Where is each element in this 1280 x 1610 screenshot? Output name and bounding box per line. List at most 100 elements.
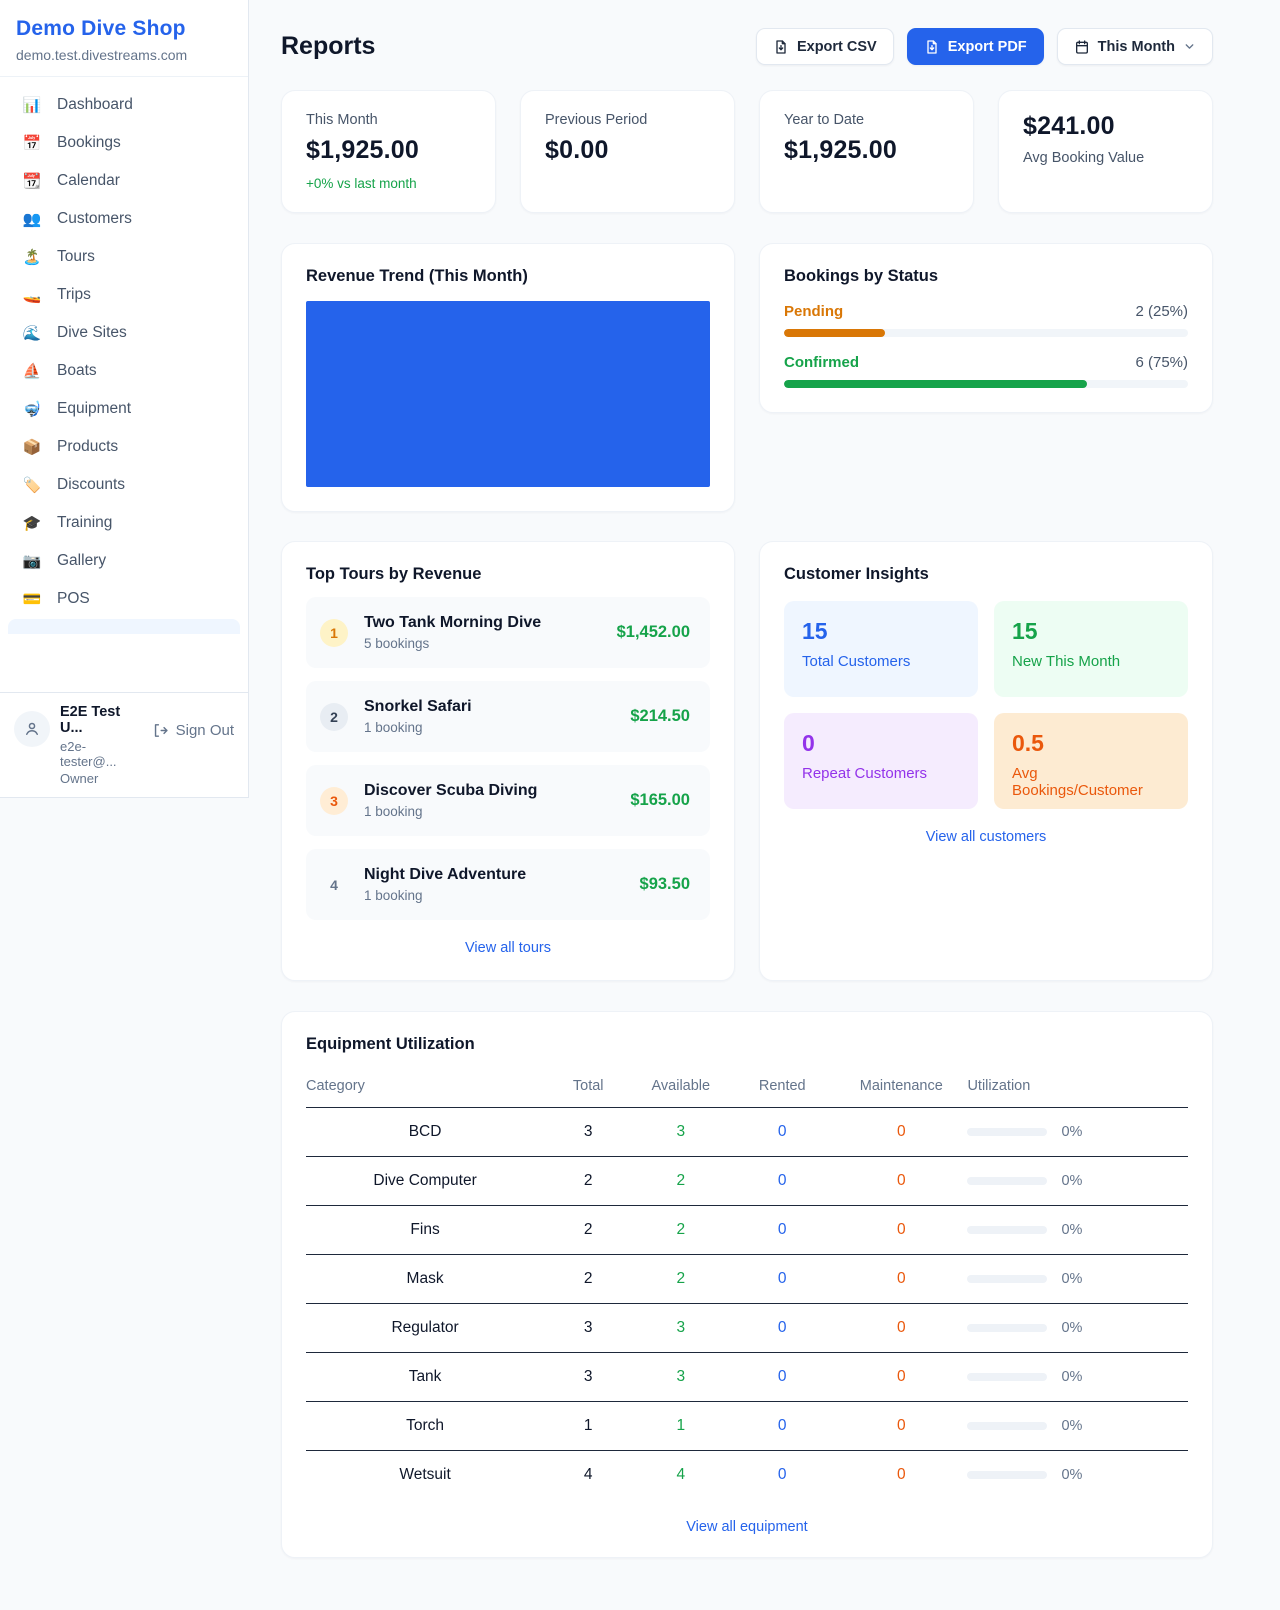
view-all-equipment-link[interactable]: View all equipment [686,1519,808,1535]
utilization-label: 0% [1061,1271,1083,1287]
sidebar-item-discounts[interactable]: 🏷️ Discounts [8,466,240,504]
table-header-row: Category Total Available Rented Maintena… [306,1068,1188,1108]
tour-name: Discover Scuba Diving [364,782,538,799]
revenue-trend-card: Revenue Trend (This Month) [281,243,735,512]
table-row: Wetsuit 4 4 0 0 0% [306,1451,1188,1500]
cell-utilization: 0% [967,1451,1188,1500]
sidebar-item-label: Dive Sites [57,324,127,341]
period-dropdown[interactable]: This Month [1056,28,1213,65]
cell-rented: 0 [729,1107,836,1157]
insight-tile-repeat-customers: 0 Repeat Customers [784,713,978,809]
insight-tile-total-customers: 15 Total Customers [784,601,978,697]
stat-value: $0.00 [545,136,609,164]
cell-maintenance: 0 [835,1156,968,1206]
utilization-label: 0% [1061,1418,1083,1434]
sidebar-item-dive-sites[interactable]: 🌊 Dive Sites [8,314,240,352]
sidebar-item-reports-active-partial[interactable] [8,619,240,634]
sidebar-item-equipment[interactable]: 🤿 Equipment [8,390,240,428]
sidebar-item-tours[interactable]: 🏝️ Tours [8,238,240,276]
cell-total: 1 [544,1401,633,1451]
utilization-label: 0% [1061,1467,1083,1483]
sidebar-item-trips[interactable]: 🚤 Trips [8,276,240,314]
rank-badge: 4 [330,876,338,893]
sidebar-item-products[interactable]: 📦 Products [8,428,240,466]
cell-total: 3 [544,1303,633,1353]
sidebar-item-calendar[interactable]: 📆 Calendar [8,162,240,200]
shop-domain: demo.test.divestreams.com [16,47,188,63]
avatar [14,711,50,747]
file-download-icon [927,39,937,54]
cell-maintenance: 0 [835,1303,968,1353]
cell-available: 3 [632,1352,730,1402]
sidebar-item-gallery[interactable]: 📷 Gallery [8,542,240,580]
top-tours-card: Top Tours by Revenue 1 Two Tank Morning … [281,541,735,981]
customer-insights-title: Customer Insights [784,565,929,583]
table-row: BCD 3 3 0 0 0% [306,1107,1188,1157]
cell-rented: 0 [729,1156,836,1206]
insights-row: Top Tours by Revenue 1 Two Tank Morning … [281,541,1213,981]
cell-total: 2 [544,1156,633,1206]
view-all-tours-link[interactable]: View all tours [465,940,551,956]
sidebar-item-label: Gallery [57,552,107,569]
table-row: Dive Computer 2 2 0 0 0% [306,1156,1188,1206]
sidebar-item-label: Products [57,438,119,455]
bookings-by-status-title: Bookings by Status [784,267,939,285]
utilization-bar [967,1128,1048,1136]
cell-maintenance: 0 [835,1205,968,1255]
tour-revenue: $165.00 [630,791,690,809]
rank-badge: 2 [320,702,348,731]
sidebar-item-label: Customers [57,210,132,227]
cell-maintenance: 0 [835,1352,968,1402]
sidebar-item-boats[interactable]: ⛵ Boats [8,352,240,390]
tour-bookings: 5 bookings [364,636,430,651]
status-bar-fill [784,329,885,337]
cell-rented: 0 [777,1466,787,1483]
shop-name: Demo Dive Shop [16,17,186,40]
tour-name: Two Tank Morning Dive [364,614,542,631]
cell-available: 4 [676,1466,686,1483]
cell-available: 1 [632,1401,730,1451]
sign-out-icon [154,724,168,737]
insight-label: New This Month [1012,653,1121,670]
pos-icon: 💳 [22,591,42,608]
table-row: Mask 2 2 0 0 0% [306,1254,1188,1304]
export-csv-button[interactable]: Export CSV [755,28,894,65]
products-icon: 📦 [22,439,42,456]
sidebar-item-training[interactable]: 🎓 Training [8,504,240,542]
sidebar-item-label: Trips [57,286,91,303]
main-content: Reports Export CSV Export PDF This Month [249,0,1280,1598]
cell-total: 4 [583,1466,593,1483]
equipment-table: Category Total Available Rented Maintena… [306,1068,1188,1499]
insight-tile-avg-bookings: 0.5 Avg Bookings/Customer [994,713,1188,809]
sidebar-item-label: Dashboard [57,96,133,113]
column-header-utilization: Utilization [967,1068,1188,1108]
stat-value: $1,925.00 [784,136,898,164]
stat-label: Avg Booking Value [1023,150,1145,166]
sign-out-button[interactable]: Sign Out [152,722,234,739]
export-pdf-label: Export PDF [947,38,1027,55]
sidebar-nav: 📊 Dashboard 📅 Bookings 📆 Calendar 👥 Cust… [0,77,248,692]
cell-utilization: 0% [967,1156,1188,1206]
column-header-rented: Rented [729,1068,836,1108]
sidebar: Demo Dive Shop demo.test.divestreams.com… [0,0,249,798]
stat-value: $1,925.00 [306,136,420,164]
cell-utilization: 0% [967,1205,1188,1255]
sidebar-item-customers[interactable]: 👥 Customers [8,200,240,238]
sidebar-item-dashboard[interactable]: 📊 Dashboard [8,86,240,124]
insight-value: 15 [1012,618,1038,644]
utilization-bar [967,1324,1048,1332]
sidebar-item-pos[interactable]: 💳 POS [8,580,240,618]
export-pdf-button[interactable]: Export PDF [906,28,1044,65]
status-label: Confirmed [784,354,859,371]
cell-maintenance: 0 [835,1401,968,1451]
insight-value: 0 [802,730,815,756]
status-label: Pending [784,303,844,320]
utilization-bar [967,1275,1048,1283]
insight-label: Repeat Customers [802,765,928,782]
stat-delta: +0% vs last month [306,176,417,191]
tour-revenue: $214.50 [630,707,690,725]
view-all-customers-link[interactable]: View all customers [925,829,1047,845]
cell-rented: 0 [729,1303,836,1353]
sidebar-item-bookings[interactable]: 📅 Bookings [8,124,240,162]
discounts-icon: 🏷️ [22,477,42,494]
